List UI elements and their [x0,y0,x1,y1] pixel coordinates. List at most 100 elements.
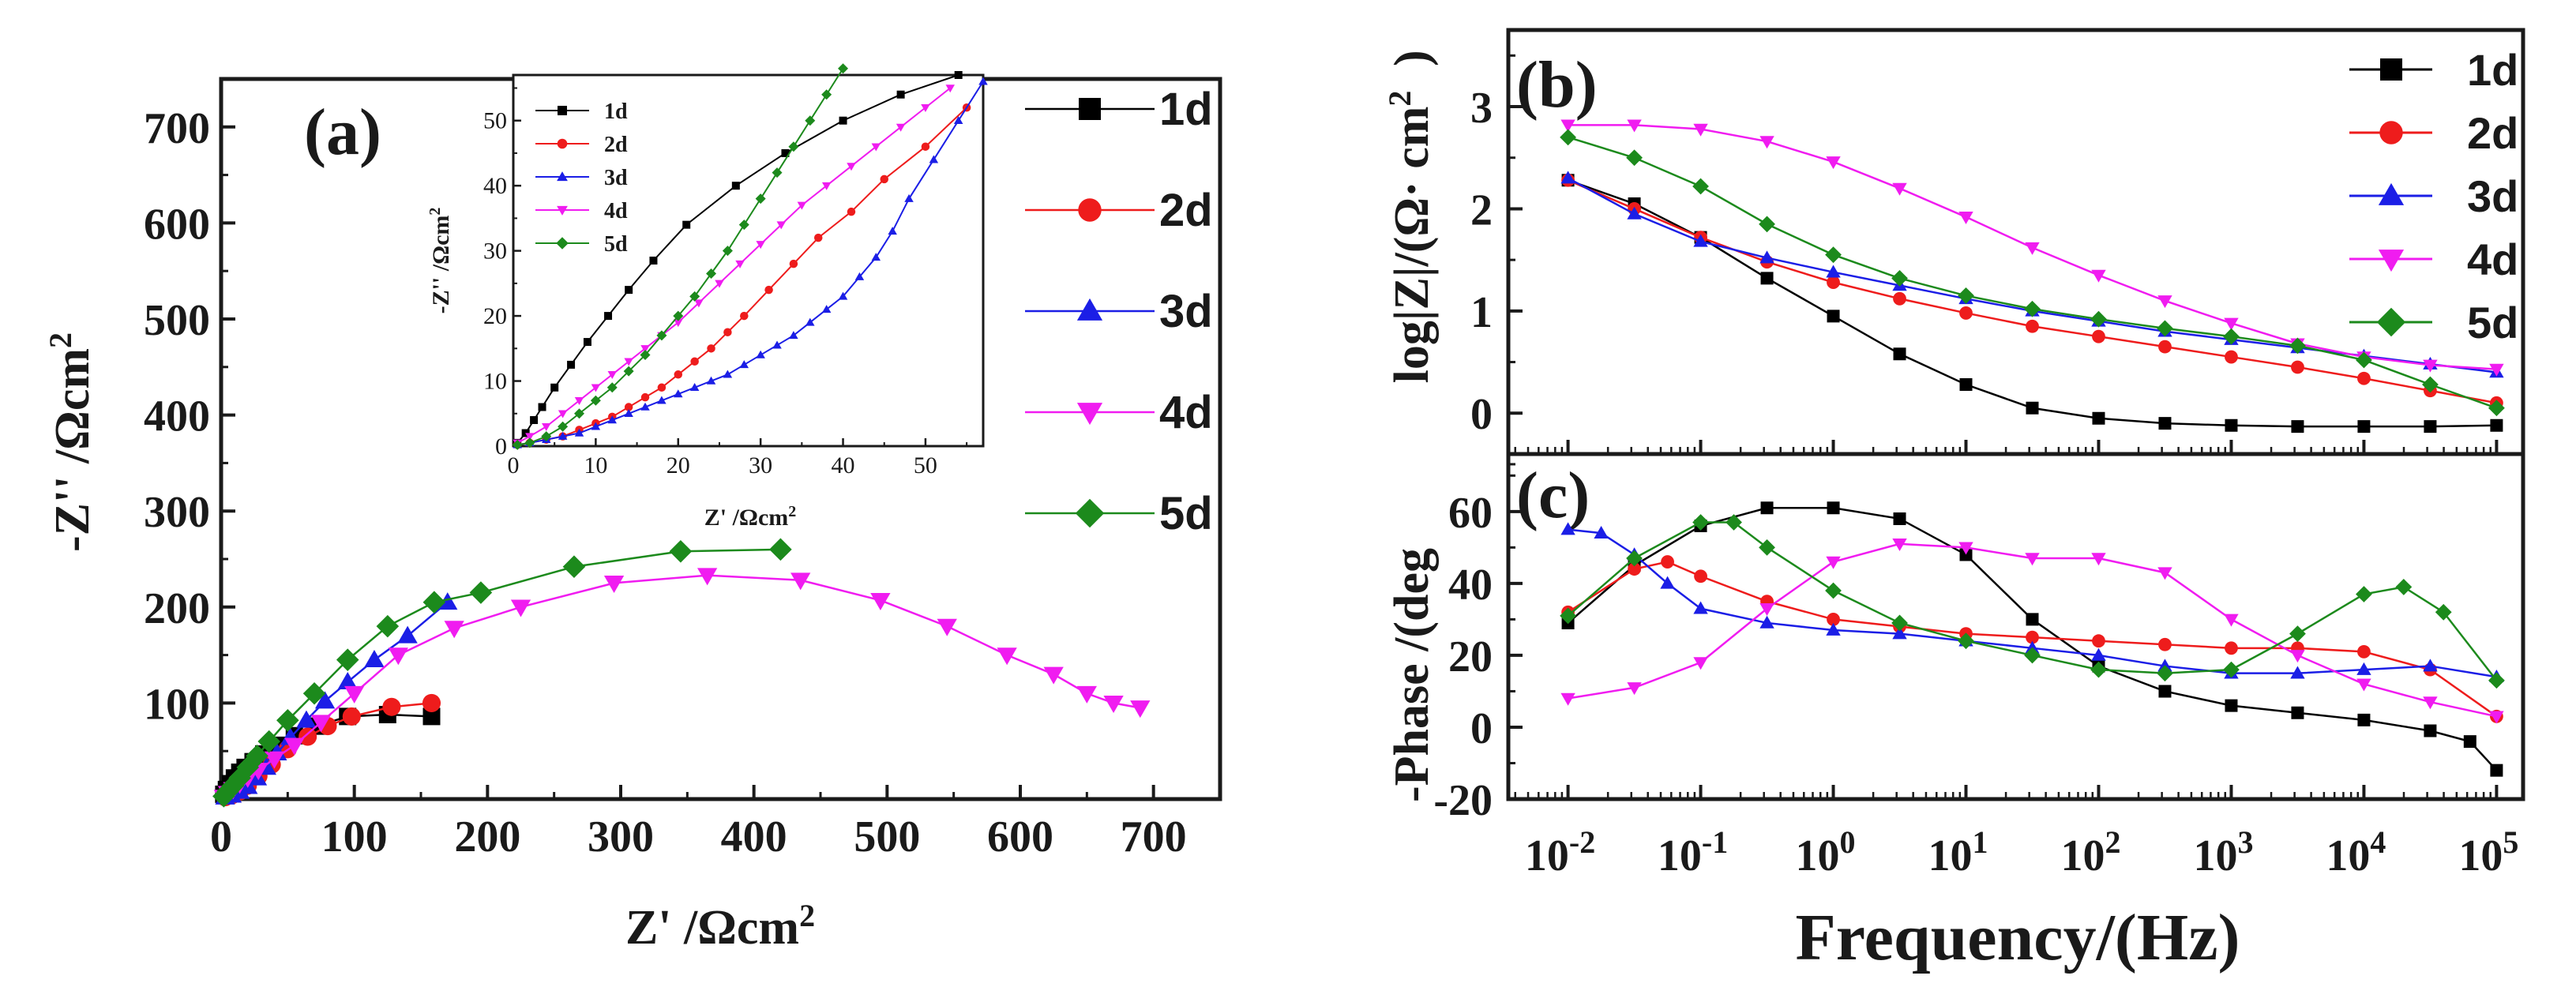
tick-exponent: -2 [1569,824,1595,860]
legend-b-marker-3d [2378,182,2405,205]
panel-b-point-5d [2289,337,2306,355]
inset-point-1d [550,383,559,392]
panel-b-y-tick-label: 2 [1470,186,1493,235]
panel-b-point-1d [2490,418,2503,432]
panel-c-x-tick-label: 103 [2193,824,2253,881]
panel-b-point-2d [1959,306,1973,320]
panel-b-point-2d [1827,276,1840,290]
inset-point-3d [558,431,568,440]
tick-base: 10 [1525,831,1569,880]
inset-x-tick-label: 10 [584,452,607,478]
panel-c-point-3d [1560,522,1575,535]
inset-point-4d [756,241,765,250]
legend-a-marker-3d [1076,298,1103,321]
panel-c-point-1d [2357,713,2371,726]
panel-a-point-4d [1103,696,1124,714]
panel-c-point-4d [2290,650,2305,663]
panel-c-x-tick-label: 105 [2458,824,2518,881]
panel-a-point-3d [397,625,418,644]
inset-point-1d [839,116,847,125]
tick-base: 10 [1796,831,1840,880]
panel-c-point-5d [2395,579,2413,595]
inset-point-5d [838,63,849,74]
inset-point-1d [649,257,658,265]
inset-legend: 1d 2d 3d 4d 5d [535,99,628,257]
inset-point-5d [738,220,749,231]
panel-c-point-3d [1693,601,1708,614]
panel-b-point-1d [2225,418,2238,432]
panel-b-point-5d [2422,376,2439,393]
tick-exponent: -1 [1702,824,1728,860]
inset-point-3d [789,331,798,340]
panel-b-point-5d [2223,328,2240,345]
panel-c-point-4d [2423,696,2438,710]
inset-point-3d [821,305,832,313]
inset-point-5d [722,246,733,257]
legend-a-marker-1d [1079,98,1101,120]
panel-c-x-tick-label: 104 [2326,824,2386,881]
panel-b-point-4d [2489,363,2504,377]
inset-point-3d [607,415,618,424]
panel-c-line-2d [1567,561,2498,718]
panel-c-point-5d [2223,661,2240,678]
panel-b-point-1d [2158,417,2172,430]
panel-c-x-tick-label: 100 [1796,824,1856,881]
inset-point-3d [929,155,939,163]
panel-b-y-tick-label: 1 [1470,288,1493,337]
inset-point-4d [715,280,724,288]
panel-b-point-1d [1893,347,1906,361]
inset-point-1d [731,182,740,190]
inset-point-4d [694,299,704,308]
panel-a-y-tick-label: 200 [144,584,210,633]
panel-b-point-4d [2157,295,2172,309]
inset-point-2d [690,357,699,366]
panel-a-point-5d [562,555,586,579]
panel-a-point-5d [376,614,400,638]
panel-a-x-tick-label: 200 [454,812,520,861]
panel-b-point-1d [2424,420,2437,433]
tick-exponent: 3 [2237,824,2253,860]
panel-b-point-4d [2025,242,2040,255]
inset-frame [512,73,985,448]
inset-point-2d [847,207,856,216]
panel-a-point-4d [264,751,285,769]
panel-a-point-3d [364,650,385,668]
inset-point-4d [574,397,584,406]
inset-point-4d [945,84,955,93]
panel-a-point-2d [422,693,441,712]
legend-b-label-5d: 5d [2467,298,2518,347]
inset-point-2d [921,142,930,151]
panel-a-point-4d [310,715,332,733]
panel-b-y-tick-label: 0 [1470,390,1493,439]
legend-inset-marker-4d [557,205,568,216]
panel-c-x-tick-label: 101 [1928,824,1988,881]
inset-point-3d [591,422,601,430]
panel-c-series [1560,501,2505,777]
panel-c-point-5d [1759,539,1775,556]
panel-b-point-5d [1560,129,1576,146]
panel-c-point-4d [2489,711,2504,724]
panel-c-y-tick-label: 20 [1448,632,1493,681]
legend-a-label-4d: 4d [1159,387,1213,438]
panel-c-point-5d [1626,550,1643,567]
panel-c-x-tick-label: 10-1 [1658,824,1728,881]
panel-c-point-5d [2157,665,2173,682]
inset-point-3d [674,389,683,398]
legend-b-marker-2d [2379,121,2403,144]
panel-a-point-3d [296,710,317,728]
panel-b-point-2d [2357,371,2371,385]
panel-c-point-2d [2092,634,2105,648]
panel-a-label: (a) [304,96,381,169]
panel-b-frame [1506,28,2525,456]
panel-a-point-4d [790,572,811,591]
inset-point-4d [735,260,745,268]
panel-c-label: (c) [1516,459,1590,532]
legend-inset-label-4d: 4d [604,199,628,223]
inset-point-4d [821,182,832,190]
inset-point-5d [623,366,634,377]
panel-c-point-3d [1826,622,1841,636]
inset-point-3d [756,350,765,358]
panel-b-point-1d [1827,310,1840,323]
panel-a-point-5d [257,730,281,753]
legend-b-label-4d: 4d [2467,235,2518,284]
